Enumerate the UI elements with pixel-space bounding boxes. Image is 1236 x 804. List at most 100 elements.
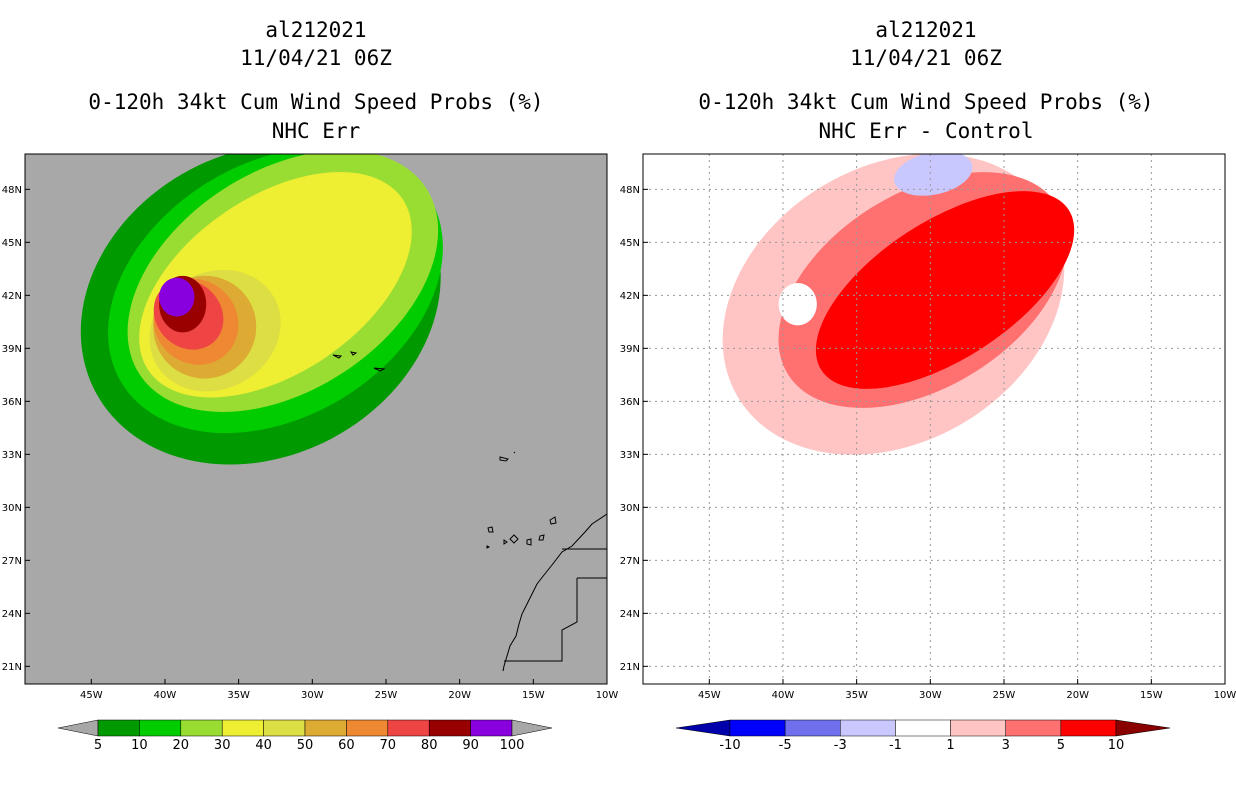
canary-islands bbox=[486, 516, 557, 549]
colorbar-label: 3 bbox=[1002, 738, 1010, 753]
y-tick-label: 45N bbox=[2, 238, 22, 249]
x-tick-label: 20W bbox=[448, 690, 471, 701]
title-line-2: 11/04/21 06Z bbox=[240, 46, 392, 70]
title-line-1: al212021 bbox=[265, 18, 366, 42]
x-tick-label: 25W bbox=[993, 690, 1016, 701]
x-tick-label: 30W bbox=[919, 690, 942, 701]
colorbar-extend-high bbox=[511, 719, 553, 737]
colorbar-label: -1 bbox=[889, 738, 902, 753]
colorbar-swatch bbox=[180, 719, 223, 737]
title-line-4: NHC Err - Control bbox=[819, 119, 1034, 143]
colorbar-label: 10 bbox=[131, 738, 148, 753]
colorbar-label: -3 bbox=[834, 738, 847, 753]
colorbar-label: 5 bbox=[94, 738, 102, 753]
colorbar-swatch bbox=[840, 719, 896, 737]
colorbar-label: 60 bbox=[338, 738, 355, 753]
y-tick-label: 21N bbox=[620, 662, 640, 673]
y-tick-label: 24N bbox=[620, 609, 640, 620]
x-tick-label: 15W bbox=[1140, 690, 1163, 701]
colorbar-right: -10 -5 -3 -1 1 3 5 10 bbox=[675, 719, 1171, 753]
colorbar-swatch bbox=[139, 719, 182, 737]
x-tick-label: 20W bbox=[1066, 690, 1089, 701]
y-tick-label: 48N bbox=[2, 185, 22, 196]
contour-level-neg1 bbox=[778, 282, 817, 326]
y-tick-label: 42N bbox=[2, 291, 22, 302]
title-line-3: 0-120h 34kt Cum Wind Speed Probs (%) bbox=[698, 90, 1153, 114]
colorbar-label: -5 bbox=[779, 738, 792, 753]
y-tick-label: 24N bbox=[2, 609, 22, 620]
colorbar-swatch bbox=[263, 719, 306, 737]
colorbar-swatch bbox=[470, 719, 513, 737]
y-tick-label: 36N bbox=[620, 397, 640, 408]
colorbar-extend-low bbox=[57, 719, 99, 737]
colorbar-swatch bbox=[1060, 719, 1117, 737]
x-tick-label: 40W bbox=[772, 690, 795, 701]
y-tick-label: 39N bbox=[2, 344, 22, 355]
colorbar-extend-low bbox=[675, 719, 731, 737]
colorbar-label: 70 bbox=[380, 738, 397, 753]
y-tick-label: 48N bbox=[620, 185, 640, 196]
colorbar-label: 30 bbox=[214, 738, 231, 753]
colorbar-label: 20 bbox=[173, 738, 190, 753]
contour-level-90 bbox=[159, 277, 195, 317]
axis-ticks: 45W 40W 35W 30W 25W 20W 15W 10W 48N 45N 42N 39N 36N 3… bbox=[620, 185, 1236, 701]
difference-contours bbox=[722, 154, 1075, 455]
title-line-2: 11/04/21 06Z bbox=[850, 46, 1002, 70]
colorbar-label: 50 bbox=[297, 738, 314, 753]
panel-left: al212021 11/04/21 06Z 0-120h 34kt Cum Wi… bbox=[2, 18, 619, 753]
axis-ticks: 45W 40W 35W 30W 25W 20W 15W 10W 48N 45N 42N 39N 36N 3… bbox=[2, 185, 619, 701]
africa-coastline bbox=[502, 513, 607, 672]
colorbar-label: -10 bbox=[719, 738, 740, 753]
colorbar-label: 90 bbox=[462, 738, 479, 753]
colorbar-swatch bbox=[304, 719, 347, 737]
title-line-3: 0-120h 34kt Cum Wind Speed Probs (%) bbox=[88, 90, 543, 114]
y-tick-label: 36N bbox=[2, 397, 22, 408]
azores-islands bbox=[332, 351, 386, 372]
x-tick-label: 10W bbox=[1214, 690, 1236, 701]
x-tick-label: 15W bbox=[522, 690, 545, 701]
title-line-4: NHC Err bbox=[272, 119, 361, 143]
coastlines bbox=[332, 351, 607, 672]
colorbar-swatch bbox=[387, 719, 430, 737]
colorbar-swatch bbox=[729, 719, 786, 737]
colorbar-swatch bbox=[97, 719, 140, 737]
y-tick-label: 33N bbox=[2, 450, 22, 461]
colorbar-label: 1 bbox=[946, 738, 954, 753]
y-tick-label: 45N bbox=[620, 238, 640, 249]
colorbar-label: 10 bbox=[1108, 738, 1125, 753]
colorbar-swatch bbox=[895, 719, 951, 737]
plot-frame bbox=[24, 153, 608, 685]
x-tick-label: 35W bbox=[227, 690, 250, 701]
colorbar-extend-high bbox=[1115, 719, 1171, 737]
y-tick-label: 30N bbox=[620, 503, 640, 514]
colorbar-swatch bbox=[950, 719, 1006, 737]
colorbar-swatch bbox=[1005, 719, 1062, 737]
x-tick-label: 45W bbox=[698, 690, 721, 701]
contour-level-5 bbox=[815, 191, 1075, 389]
probability-contours bbox=[80, 154, 443, 465]
y-tick-label: 30N bbox=[2, 503, 22, 514]
y-tick-label: 27N bbox=[2, 556, 22, 567]
title-line-1: al212021 bbox=[875, 18, 976, 42]
x-tick-label: 30W bbox=[301, 690, 324, 701]
border-line bbox=[504, 577, 607, 662]
madeira-islands bbox=[499, 451, 516, 462]
y-tick-label: 21N bbox=[2, 662, 22, 673]
y-tick-label: 33N bbox=[620, 450, 640, 461]
panel-right: al212021 11/04/21 06Z 0-120h 34kt Cum Wi… bbox=[620, 18, 1236, 753]
colorbar-label: 100 bbox=[500, 738, 525, 753]
colorbar-label: 40 bbox=[255, 738, 272, 753]
x-tick-label: 35W bbox=[845, 690, 868, 701]
x-tick-label: 40W bbox=[154, 690, 177, 701]
colorbar-left: 5 10 20 30 40 50 60 70 80 90 100 bbox=[57, 719, 553, 753]
colorbar-swatch bbox=[428, 719, 471, 737]
y-tick-label: 27N bbox=[620, 556, 640, 567]
y-tick-label: 42N bbox=[620, 291, 640, 302]
colorbar-swatch bbox=[346, 719, 389, 737]
contour-level-neg3 bbox=[894, 154, 973, 196]
colorbar-swatch bbox=[784, 719, 841, 737]
x-tick-label: 25W bbox=[375, 690, 398, 701]
colorbar-swatch bbox=[221, 719, 264, 737]
